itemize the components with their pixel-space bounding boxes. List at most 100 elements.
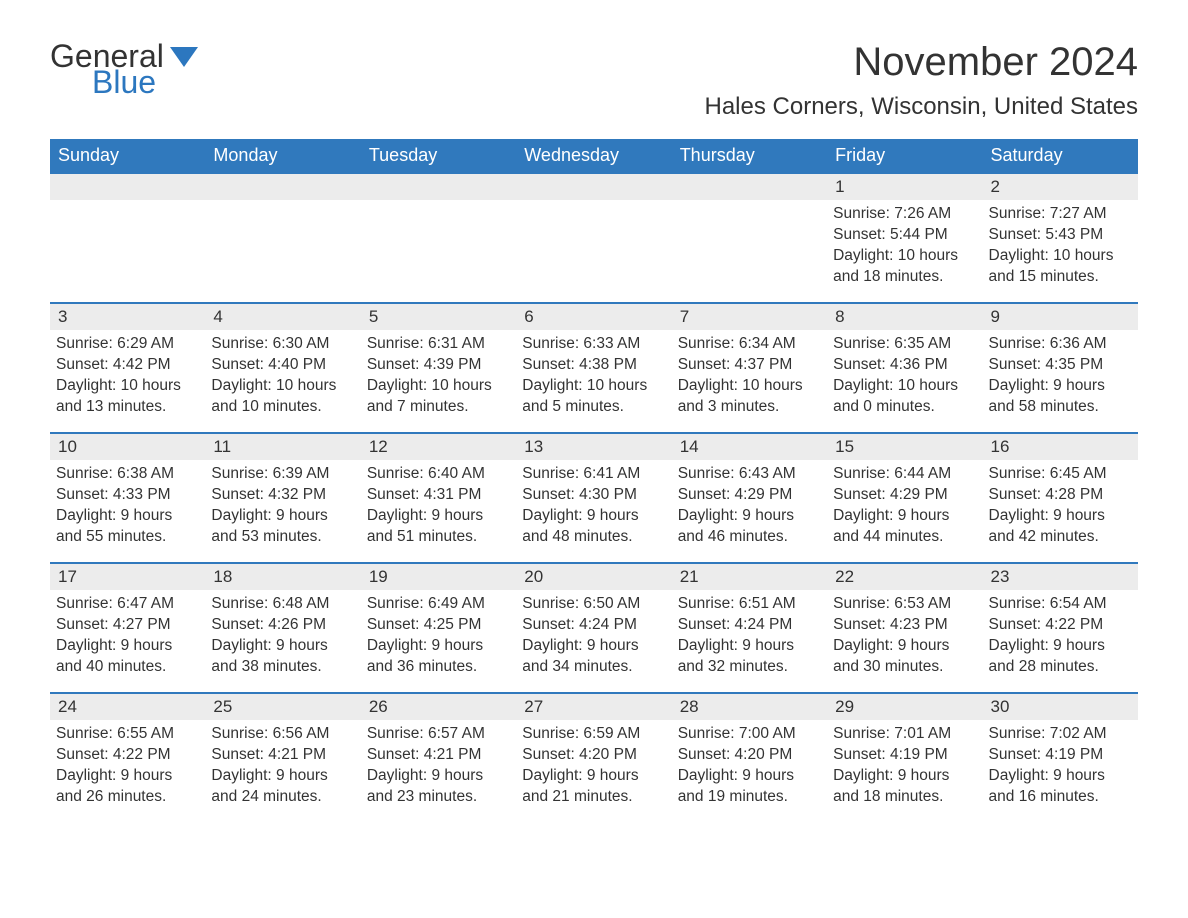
day-number: 17 xyxy=(50,564,205,590)
day-cell: 2Sunrise: 7:27 AMSunset: 5:43 PMDaylight… xyxy=(983,174,1138,302)
logo: General Blue xyxy=(50,40,198,98)
day-body: Sunrise: 6:35 AMSunset: 4:36 PMDaylight:… xyxy=(827,330,982,426)
weekday-header-cell: Friday xyxy=(827,139,982,172)
day-body: Sunrise: 6:33 AMSunset: 4:38 PMDaylight:… xyxy=(516,330,671,426)
day-body: Sunrise: 6:36 AMSunset: 4:35 PMDaylight:… xyxy=(983,330,1138,426)
day-cell: 19Sunrise: 6:49 AMSunset: 4:25 PMDayligh… xyxy=(361,564,516,692)
sunrise-text: Sunrise: 6:55 AM xyxy=(56,724,199,745)
daylight-text: Daylight: 9 hours and 30 minutes. xyxy=(833,636,976,678)
day-body: Sunrise: 6:47 AMSunset: 4:27 PMDaylight:… xyxy=(50,590,205,686)
sunrise-text: Sunrise: 7:01 AM xyxy=(833,724,976,745)
day-number: 12 xyxy=(361,434,516,460)
day-body: Sunrise: 7:26 AMSunset: 5:44 PMDaylight:… xyxy=(827,200,982,296)
day-body: Sunrise: 6:41 AMSunset: 4:30 PMDaylight:… xyxy=(516,460,671,556)
daylight-text: Daylight: 9 hours and 18 minutes. xyxy=(833,766,976,808)
week-row: 17Sunrise: 6:47 AMSunset: 4:27 PMDayligh… xyxy=(50,562,1138,692)
day-number: 9 xyxy=(983,304,1138,330)
weekday-header-row: SundayMondayTuesdayWednesdayThursdayFrid… xyxy=(50,139,1138,172)
sunset-text: Sunset: 4:24 PM xyxy=(678,615,821,636)
day-body: Sunrise: 6:39 AMSunset: 4:32 PMDaylight:… xyxy=(205,460,360,556)
day-number: 15 xyxy=(827,434,982,460)
day-body: Sunrise: 6:49 AMSunset: 4:25 PMDaylight:… xyxy=(361,590,516,686)
day-number: 19 xyxy=(361,564,516,590)
week-row: 1Sunrise: 7:26 AMSunset: 5:44 PMDaylight… xyxy=(50,172,1138,302)
day-cell: 22Sunrise: 6:53 AMSunset: 4:23 PMDayligh… xyxy=(827,564,982,692)
day-number: 16 xyxy=(983,434,1138,460)
sunset-text: Sunset: 4:42 PM xyxy=(56,355,199,376)
day-number: 22 xyxy=(827,564,982,590)
daylight-text: Daylight: 10 hours and 10 minutes. xyxy=(211,376,354,418)
week-row: 24Sunrise: 6:55 AMSunset: 4:22 PMDayligh… xyxy=(50,692,1138,822)
day-body: Sunrise: 6:57 AMSunset: 4:21 PMDaylight:… xyxy=(361,720,516,816)
sunset-text: Sunset: 4:22 PM xyxy=(56,745,199,766)
day-cell xyxy=(361,174,516,302)
day-body: Sunrise: 6:34 AMSunset: 4:37 PMDaylight:… xyxy=(672,330,827,426)
sunrise-text: Sunrise: 6:57 AM xyxy=(367,724,510,745)
daylight-text: Daylight: 9 hours and 55 minutes. xyxy=(56,506,199,548)
sunset-text: Sunset: 4:35 PM xyxy=(989,355,1132,376)
day-cell: 10Sunrise: 6:38 AMSunset: 4:33 PMDayligh… xyxy=(50,434,205,562)
day-cell xyxy=(205,174,360,302)
day-number: 20 xyxy=(516,564,671,590)
sunset-text: Sunset: 4:28 PM xyxy=(989,485,1132,506)
calendar: SundayMondayTuesdayWednesdayThursdayFrid… xyxy=(50,139,1138,822)
sunrise-text: Sunrise: 6:53 AM xyxy=(833,594,976,615)
day-cell: 26Sunrise: 6:57 AMSunset: 4:21 PMDayligh… xyxy=(361,694,516,822)
sunrise-text: Sunrise: 6:35 AM xyxy=(833,334,976,355)
day-number: 26 xyxy=(361,694,516,720)
daylight-text: Daylight: 10 hours and 13 minutes. xyxy=(56,376,199,418)
day-number: 30 xyxy=(983,694,1138,720)
day-number: 25 xyxy=(205,694,360,720)
day-number: 21 xyxy=(672,564,827,590)
day-body: Sunrise: 6:44 AMSunset: 4:29 PMDaylight:… xyxy=(827,460,982,556)
sunrise-text: Sunrise: 6:47 AM xyxy=(56,594,199,615)
sunset-text: Sunset: 4:23 PM xyxy=(833,615,976,636)
day-cell: 3Sunrise: 6:29 AMSunset: 4:42 PMDaylight… xyxy=(50,304,205,432)
sunset-text: Sunset: 4:29 PM xyxy=(833,485,976,506)
day-number xyxy=(205,174,360,200)
daylight-text: Daylight: 9 hours and 21 minutes. xyxy=(522,766,665,808)
day-body: Sunrise: 6:45 AMSunset: 4:28 PMDaylight:… xyxy=(983,460,1138,556)
day-cell xyxy=(672,174,827,302)
sunset-text: Sunset: 4:30 PM xyxy=(522,485,665,506)
sunset-text: Sunset: 4:33 PM xyxy=(56,485,199,506)
sunrise-text: Sunrise: 6:56 AM xyxy=(211,724,354,745)
day-number: 3 xyxy=(50,304,205,330)
day-body: Sunrise: 7:27 AMSunset: 5:43 PMDaylight:… xyxy=(983,200,1138,296)
daylight-text: Daylight: 9 hours and 53 minutes. xyxy=(211,506,354,548)
daylight-text: Daylight: 9 hours and 28 minutes. xyxy=(989,636,1132,678)
day-cell: 14Sunrise: 6:43 AMSunset: 4:29 PMDayligh… xyxy=(672,434,827,562)
sunrise-text: Sunrise: 6:54 AM xyxy=(989,594,1132,615)
weekday-header-cell: Saturday xyxy=(983,139,1138,172)
sunset-text: Sunset: 4:27 PM xyxy=(56,615,199,636)
day-cell: 21Sunrise: 6:51 AMSunset: 4:24 PMDayligh… xyxy=(672,564,827,692)
sunset-text: Sunset: 4:37 PM xyxy=(678,355,821,376)
day-cell: 27Sunrise: 6:59 AMSunset: 4:20 PMDayligh… xyxy=(516,694,671,822)
daylight-text: Daylight: 9 hours and 24 minutes. xyxy=(211,766,354,808)
day-body: Sunrise: 6:29 AMSunset: 4:42 PMDaylight:… xyxy=(50,330,205,426)
day-body: Sunrise: 6:43 AMSunset: 4:29 PMDaylight:… xyxy=(672,460,827,556)
day-body: Sunrise: 6:31 AMSunset: 4:39 PMDaylight:… xyxy=(361,330,516,426)
day-body: Sunrise: 7:00 AMSunset: 4:20 PMDaylight:… xyxy=(672,720,827,816)
sunset-text: Sunset: 4:26 PM xyxy=(211,615,354,636)
sunrise-text: Sunrise: 6:34 AM xyxy=(678,334,821,355)
sunrise-text: Sunrise: 6:36 AM xyxy=(989,334,1132,355)
day-cell: 23Sunrise: 6:54 AMSunset: 4:22 PMDayligh… xyxy=(983,564,1138,692)
sunset-text: Sunset: 5:43 PM xyxy=(989,225,1132,246)
sunrise-text: Sunrise: 6:31 AM xyxy=(367,334,510,355)
daylight-text: Daylight: 9 hours and 26 minutes. xyxy=(56,766,199,808)
weekday-header-cell: Sunday xyxy=(50,139,205,172)
sunset-text: Sunset: 4:40 PM xyxy=(211,355,354,376)
daylight-text: Daylight: 9 hours and 58 minutes. xyxy=(989,376,1132,418)
sunrise-text: Sunrise: 6:33 AM xyxy=(522,334,665,355)
sunrise-text: Sunrise: 7:00 AM xyxy=(678,724,821,745)
daylight-text: Daylight: 10 hours and 7 minutes. xyxy=(367,376,510,418)
day-cell: 16Sunrise: 6:45 AMSunset: 4:28 PMDayligh… xyxy=(983,434,1138,562)
day-body: Sunrise: 6:53 AMSunset: 4:23 PMDaylight:… xyxy=(827,590,982,686)
sunrise-text: Sunrise: 6:44 AM xyxy=(833,464,976,485)
sunrise-text: Sunrise: 7:02 AM xyxy=(989,724,1132,745)
daylight-text: Daylight: 9 hours and 16 minutes. xyxy=(989,766,1132,808)
daylight-text: Daylight: 9 hours and 51 minutes. xyxy=(367,506,510,548)
day-number: 4 xyxy=(205,304,360,330)
daylight-text: Daylight: 9 hours and 42 minutes. xyxy=(989,506,1132,548)
